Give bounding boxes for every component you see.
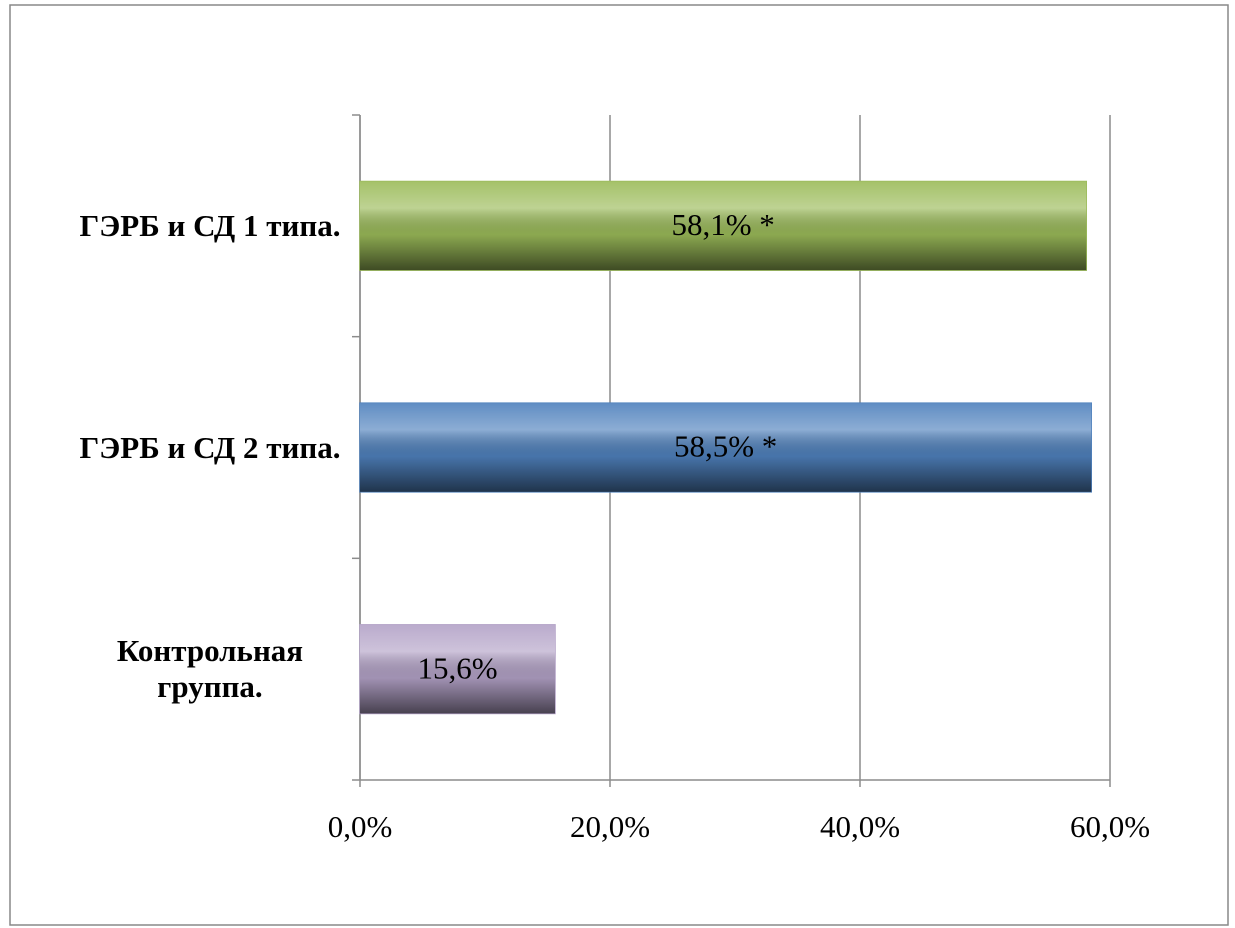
x-tick-label: 60,0%	[1070, 809, 1150, 844]
bar-shine	[360, 181, 1087, 271]
bar-shine	[360, 624, 555, 714]
data-label: 58,5% *	[674, 429, 777, 464]
x-tick-label: 20,0%	[570, 809, 650, 844]
y-tick-label: ГЭРБ и СД 2 типа.	[79, 429, 341, 465]
data-label: 15,6%	[417, 650, 497, 685]
x-tick-label: 0,0%	[328, 809, 393, 844]
bar-shine	[360, 403, 1092, 492]
y-tick-label: ГЭРБ и СД 1 типа.	[79, 207, 341, 243]
y-tick-label: Контрольная группа.	[116, 633, 304, 705]
data-label: 58,1% *	[671, 207, 774, 242]
chart-border	[9, 4, 1229, 926]
x-tick-label: 40,0%	[820, 809, 900, 844]
